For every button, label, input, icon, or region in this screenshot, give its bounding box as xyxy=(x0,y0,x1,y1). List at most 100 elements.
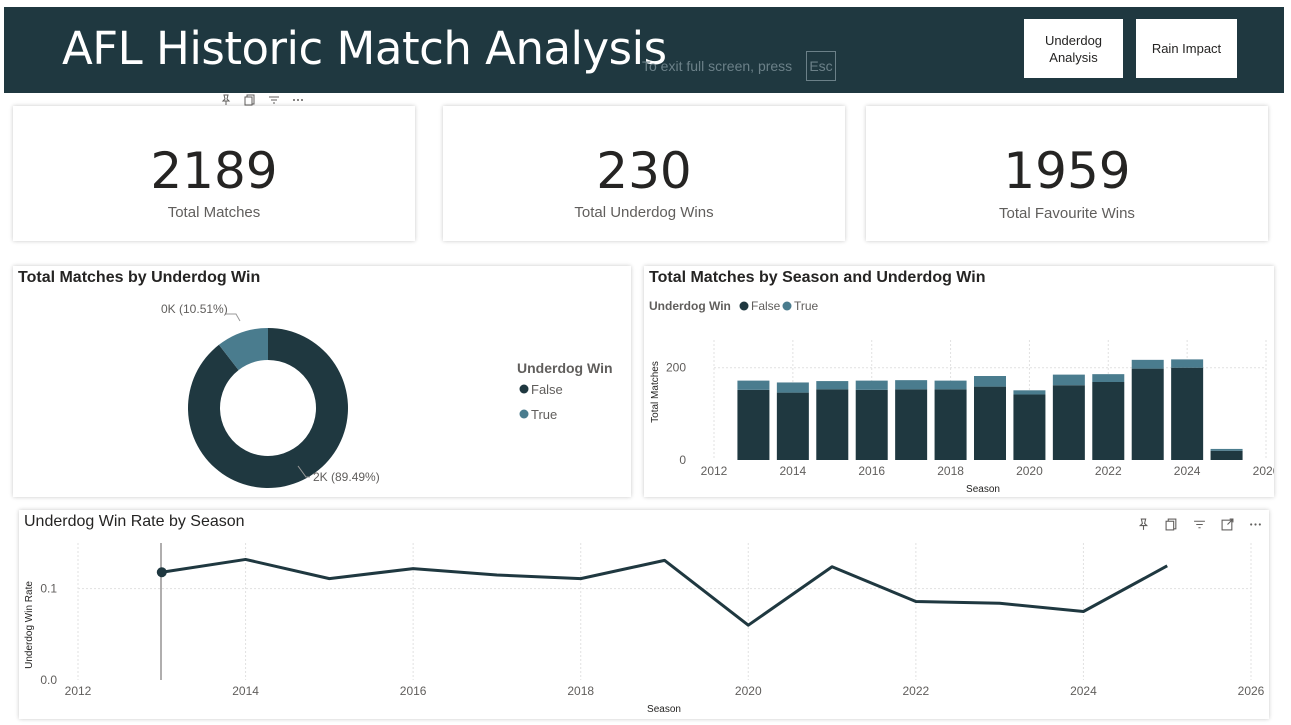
bar-legend-false-marker xyxy=(739,301,749,311)
copy-icon[interactable] xyxy=(1157,515,1185,533)
bar-true-2018[interactable] xyxy=(934,380,967,390)
donut-chart-card[interactable]: Total Matches by Underdog Win 0K (10.51%… xyxy=(13,266,631,497)
line-x-axis-label: Season xyxy=(647,704,681,715)
filter-icon[interactable] xyxy=(262,93,286,107)
kpi-value: 2189 xyxy=(150,142,278,200)
donut-slice-true[interactable] xyxy=(218,328,268,371)
kpi-card-favourite-wins[interactable]: 1959 Total Favourite Wins xyxy=(866,106,1268,241)
line-x-tick: 2026 xyxy=(1238,684,1265,698)
bar-true-2016[interactable] xyxy=(855,380,888,390)
bar-true-2019[interactable] xyxy=(974,376,1006,387)
bar-x-tick: 2018 xyxy=(937,464,964,478)
kpi-label: Total Favourite Wins xyxy=(999,205,1135,222)
bar-true-2025[interactable] xyxy=(1210,448,1243,451)
bar-y-tick: 200 xyxy=(666,361,686,375)
bar-false-2013[interactable] xyxy=(737,389,770,460)
line-y-tick: 0.1 xyxy=(40,582,57,596)
bar-x-tick: 2014 xyxy=(780,464,807,478)
bar-false-2019[interactable] xyxy=(974,386,1006,460)
line-x-tick: 2012 xyxy=(65,684,92,698)
exit-fullscreen-hint: To exit full screen, press xyxy=(642,58,793,74)
bar-false-2015[interactable] xyxy=(816,389,849,460)
bar-false-2023[interactable] xyxy=(1131,368,1164,460)
line-highlight-point[interactable] xyxy=(156,567,167,578)
bar-false-2024[interactable] xyxy=(1171,367,1204,460)
page-title: AFL Historic Match Analysis xyxy=(62,22,667,75)
line-x-tick: 2024 xyxy=(1070,684,1097,698)
kpi-card-underdog-wins[interactable]: 230 Total Underdog Wins xyxy=(443,106,845,241)
underdog-analysis-label-line1: Underdog xyxy=(1044,32,1103,48)
line-chart-title: Underdog Win Rate by Season xyxy=(24,513,245,530)
bar-y-tick: 0 xyxy=(679,453,686,467)
line-chart-card[interactable]: Underdog Win Rate by Season 2012 2014 2016… xyxy=(19,510,1269,719)
line-x-tick: 2020 xyxy=(735,684,762,698)
donut-chart-title: Total Matches by Underdog Win xyxy=(18,269,261,286)
bar-chart-title: Total Matches by Season and Underdog Win xyxy=(649,269,986,286)
bar-y-axis-label: Total Matches xyxy=(650,361,661,423)
kpi-label: Total Underdog Wins xyxy=(574,204,714,221)
bar-true-2013[interactable] xyxy=(737,380,770,390)
bar-true-2020[interactable] xyxy=(1013,390,1046,395)
kpi-value: 1959 xyxy=(1003,142,1131,200)
kpi-value: 230 xyxy=(596,142,692,200)
bar-true-2023[interactable] xyxy=(1131,359,1164,369)
card-toolbar xyxy=(210,93,314,107)
bar-true-2014[interactable] xyxy=(776,382,809,393)
bar-false-2018[interactable] xyxy=(934,389,967,460)
donut-label-false: 2K (89.49%) xyxy=(313,470,380,484)
more-options-icon[interactable] xyxy=(286,93,310,107)
line-x-tick: 2016 xyxy=(400,684,427,698)
bar-chart-card[interactable]: Total Matches by Season and Underdog Win… xyxy=(644,266,1274,497)
bar-legend-false[interactable]: False xyxy=(751,299,781,313)
donut-leader-true xyxy=(226,313,241,322)
kpi-label: Total Matches xyxy=(167,204,261,221)
focus-mode-icon[interactable] xyxy=(1213,515,1241,533)
underdog-analysis-button[interactable]: Underdog Analysis xyxy=(1024,19,1123,78)
donut-legend-true[interactable]: True xyxy=(531,407,557,422)
bar-x-tick: 2016 xyxy=(858,464,885,478)
legend-true-marker xyxy=(519,409,529,419)
line-series-win-rate[interactable] xyxy=(161,557,1168,627)
legend-false-marker xyxy=(519,384,529,394)
bar-true-2024[interactable] xyxy=(1171,359,1204,368)
donut-slice-false[interactable] xyxy=(187,328,348,488)
bar-x-tick: 2022 xyxy=(1095,464,1122,478)
bar-legend-true-marker xyxy=(782,301,792,311)
line-y-tick: 0.0 xyxy=(40,673,57,687)
bar-false-2020[interactable] xyxy=(1013,394,1046,460)
copy-icon[interactable] xyxy=(238,93,262,107)
pin-icon[interactable] xyxy=(1129,515,1157,533)
bar-true-2022[interactable] xyxy=(1092,374,1125,382)
donut-label-true: 0K (10.51%) xyxy=(161,302,228,316)
bar-true-2021[interactable] xyxy=(1052,374,1085,386)
bar-legend-title: Underdog Win xyxy=(649,299,731,313)
line-x-tick: 2022 xyxy=(903,684,930,698)
bar-false-2021[interactable] xyxy=(1052,385,1085,460)
bar-x-tick: 2024 xyxy=(1174,464,1201,478)
line-y-axis-label: Underdog Win Rate xyxy=(24,581,35,669)
bar-legend-true[interactable]: True xyxy=(794,299,819,313)
bar-x-tick: 2026 xyxy=(1253,464,1274,478)
bar-true-2017[interactable] xyxy=(895,380,928,390)
bar-false-2022[interactable] xyxy=(1092,382,1125,460)
line-x-tick: 2018 xyxy=(567,684,594,698)
bar-false-2014[interactable] xyxy=(776,392,809,460)
underdog-analysis-label-line2: Analysis xyxy=(1049,49,1098,65)
pin-icon[interactable] xyxy=(214,93,238,107)
bar-true-2015[interactable] xyxy=(816,381,849,390)
donut-chart: 0K (10.51%) 2K (89.49%) Underdog Win Fal… xyxy=(161,302,613,488)
donut-legend-false[interactable]: False xyxy=(531,382,563,397)
donut-legend-title: Underdog Win xyxy=(517,360,613,376)
bar-false-2025[interactable] xyxy=(1210,450,1243,460)
more-options-icon[interactable] xyxy=(1241,515,1269,533)
bar-x-tick: 2012 xyxy=(701,464,728,478)
bar-x-axis-label: Season xyxy=(966,484,1000,495)
bar-chart: Underdog Win False True 2012 2014 2016 2018… xyxy=(649,299,1274,495)
donut-leader-false xyxy=(297,465,310,478)
rain-impact-button[interactable]: Rain Impact xyxy=(1136,19,1237,78)
bar-x-tick: 2020 xyxy=(1016,464,1043,478)
filter-icon[interactable] xyxy=(1185,515,1213,533)
bar-false-2016[interactable] xyxy=(855,389,888,460)
bar-false-2017[interactable] xyxy=(895,389,928,460)
kpi-card-total-matches[interactable]: 2189 Total Matches xyxy=(13,106,415,241)
